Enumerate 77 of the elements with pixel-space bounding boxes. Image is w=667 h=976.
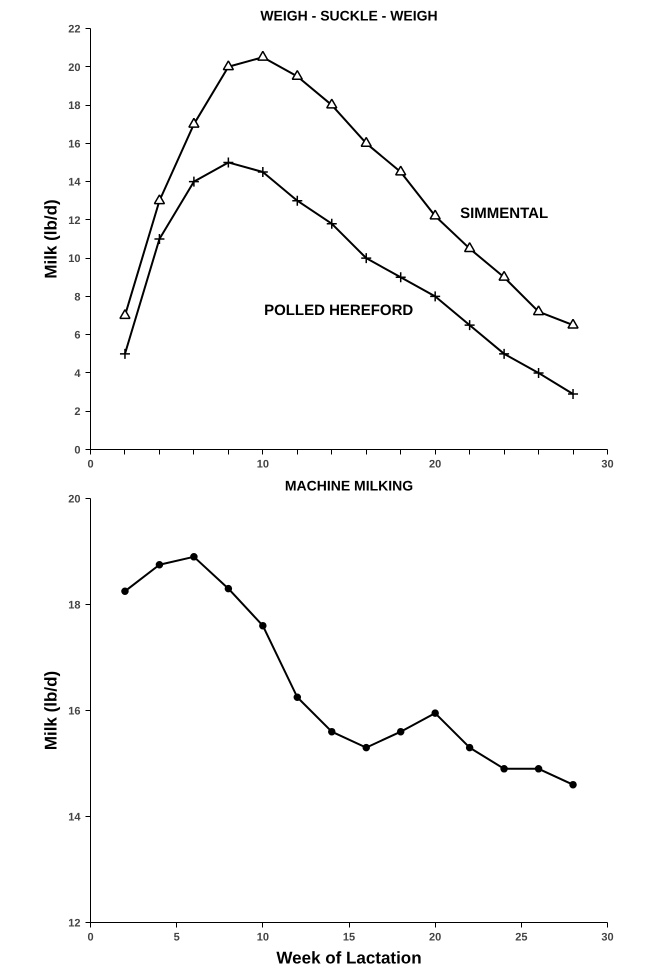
y-tick-label: 8 <box>74 291 81 304</box>
x-tick-label: 20 <box>429 458 442 470</box>
point <box>119 309 131 320</box>
point <box>567 388 579 400</box>
y-tick-label: 16 <box>68 138 81 150</box>
point <box>154 233 166 245</box>
y-tick-label: 0 <box>74 444 81 456</box>
chart-title: MACHINE MILKING <box>284 478 414 494</box>
point <box>567 318 579 329</box>
point <box>224 584 232 592</box>
x-tick-label: 25 <box>515 932 528 944</box>
point <box>464 242 476 252</box>
y-tick-label: 14 <box>68 812 82 824</box>
y-tick-label: 10 <box>68 253 81 266</box>
point <box>396 728 404 736</box>
y-tick-label: 12 <box>68 214 81 227</box>
point <box>222 156 234 168</box>
x-tick-label: 10 <box>256 458 269 470</box>
point <box>257 50 269 61</box>
point <box>154 194 166 204</box>
x-axis-title: Week of Lactation <box>276 948 422 968</box>
point <box>121 588 129 595</box>
y-tick-label: 2 <box>74 406 81 418</box>
point <box>394 166 406 176</box>
point <box>429 210 441 220</box>
point <box>360 136 372 147</box>
point <box>188 176 200 188</box>
point <box>259 622 267 630</box>
y-tick-label: 6 <box>74 330 81 342</box>
point <box>360 252 372 264</box>
point <box>532 367 544 379</box>
x-tick-label: 30 <box>601 458 614 470</box>
y-axis-title: Milk (lb/d) <box>41 670 60 750</box>
x-tick-label: 10 <box>256 932 269 944</box>
point <box>534 765 542 773</box>
x-tick-label: 0 <box>87 458 94 470</box>
x-tick-label: 5 <box>174 932 180 944</box>
y-tick-label: 18 <box>68 100 81 112</box>
point <box>394 272 406 284</box>
point <box>326 98 338 109</box>
point <box>294 694 302 701</box>
chart-title: WEIGH - SUCKLE - WEIGH <box>260 8 438 24</box>
x-tick-label: 15 <box>342 932 356 944</box>
y-tick-label: 20 <box>68 494 81 506</box>
point <box>498 270 510 281</box>
series-label: POLLED HEREFORD <box>264 302 414 319</box>
point <box>257 166 269 178</box>
point <box>362 744 370 752</box>
point <box>188 118 200 128</box>
point <box>431 709 439 717</box>
point <box>464 319 476 331</box>
point <box>156 561 164 568</box>
point <box>500 765 508 773</box>
point <box>190 553 198 561</box>
y-axis-title: Milk (lb/d) <box>41 199 60 279</box>
point <box>328 728 336 736</box>
y-tick-label: 16 <box>68 706 81 718</box>
point <box>326 218 338 230</box>
y-tick-label: 14 <box>68 176 82 189</box>
point <box>292 70 304 80</box>
point <box>498 348 510 360</box>
point <box>532 305 544 316</box>
y-tick-label: 18 <box>68 600 81 612</box>
series-label: SIMMENTAL <box>460 205 548 222</box>
point <box>569 780 577 788</box>
y-tick-label: 20 <box>68 62 81 74</box>
point <box>222 60 234 70</box>
point <box>292 194 304 206</box>
point <box>429 290 441 302</box>
x-tick-label: 30 <box>601 932 614 944</box>
point <box>466 744 474 752</box>
y-tick-label: 12 <box>68 918 81 930</box>
x-tick-label: 20 <box>429 932 442 944</box>
x-tick-label: 0 <box>87 932 94 944</box>
y-tick-label: 22 <box>68 24 81 36</box>
y-tick-label: 4 <box>74 368 82 380</box>
point <box>119 348 131 360</box>
